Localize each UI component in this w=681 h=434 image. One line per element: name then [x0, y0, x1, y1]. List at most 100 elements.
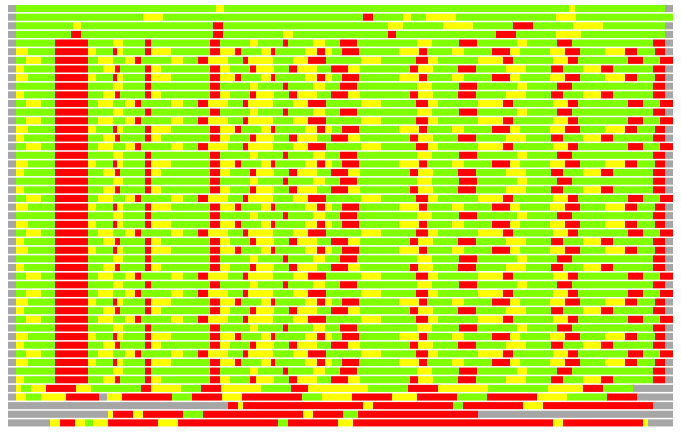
segment: [289, 376, 297, 384]
segment: [88, 229, 98, 237]
segment: [332, 246, 342, 254]
segment: [274, 134, 289, 142]
segment: [55, 272, 88, 280]
segment: [117, 160, 123, 168]
segment: [275, 246, 305, 254]
segment: [660, 117, 673, 125]
segment: [220, 255, 250, 263]
segment: [427, 48, 452, 56]
segment: [26, 289, 41, 297]
segment: [210, 220, 220, 228]
segment: [520, 298, 550, 306]
segment: [427, 74, 452, 82]
segment: [403, 22, 443, 30]
segment: [163, 13, 363, 21]
segment: [145, 134, 151, 142]
segment: [250, 177, 258, 185]
segment: [210, 298, 220, 306]
segment: [653, 281, 665, 289]
segment: [120, 186, 145, 194]
segment: [228, 289, 243, 297]
segment: [428, 272, 438, 280]
segment: [161, 376, 210, 384]
segment: [135, 99, 141, 108]
segment: [8, 350, 16, 358]
segment: [210, 246, 220, 254]
segment: [8, 48, 16, 56]
segment: [8, 281, 16, 289]
segment: [578, 289, 628, 297]
segment: [317, 333, 325, 341]
segment: [464, 298, 492, 306]
segment: [96, 48, 113, 56]
segment: [325, 48, 332, 56]
segment: [563, 169, 583, 177]
segment: [123, 367, 145, 375]
segment: [476, 341, 506, 349]
segment: [565, 160, 580, 168]
segment: [660, 315, 673, 323]
segment: [261, 246, 271, 254]
segment: [8, 186, 16, 194]
segment: [438, 350, 478, 358]
segment: [16, 30, 71, 38]
segment: [8, 238, 16, 246]
segment: [537, 393, 567, 401]
segment: [235, 160, 241, 168]
segment: [145, 212, 151, 220]
segment: [28, 358, 55, 367]
segment: [261, 220, 271, 228]
segment: [297, 263, 317, 272]
segment: [338, 419, 353, 427]
segment: [432, 367, 459, 375]
segment: [477, 324, 517, 332]
segment: [198, 117, 208, 125]
segment: [452, 125, 464, 133]
segment: [583, 341, 601, 349]
segment: [88, 56, 98, 64]
segment: [503, 229, 513, 237]
segment: [297, 134, 317, 142]
segment: [332, 74, 342, 82]
segment: [643, 289, 660, 297]
segment: [308, 384, 368, 392]
segment: [24, 238, 55, 246]
segment: [117, 220, 123, 228]
segment: [313, 151, 325, 159]
segment: [459, 281, 477, 289]
segment: [655, 203, 665, 211]
segment: [210, 333, 220, 341]
segment: [16, 160, 28, 168]
segment: [452, 160, 464, 168]
segment: [208, 56, 228, 64]
segment: [261, 298, 271, 306]
segment: [568, 143, 578, 151]
segment: [459, 39, 477, 47]
segment: [55, 289, 88, 297]
segment: [660, 350, 673, 358]
segment: [317, 74, 325, 82]
segment: [527, 212, 557, 220]
segment: [271, 333, 275, 341]
segment: [16, 177, 55, 185]
segment: [418, 263, 433, 272]
segment: [55, 376, 88, 384]
segment: [326, 350, 361, 358]
segment: [492, 203, 510, 211]
segment: [317, 203, 325, 211]
segment: [178, 419, 278, 427]
segment: [317, 134, 331, 142]
segment: [660, 99, 673, 108]
segment: [113, 99, 125, 108]
segment: [506, 169, 526, 177]
segment: [41, 229, 55, 237]
segment: [88, 186, 103, 194]
segment: [317, 186, 331, 194]
segment: [256, 376, 274, 384]
segment: [8, 160, 16, 168]
segment: [416, 350, 428, 358]
segment: [520, 333, 550, 341]
segment: [459, 82, 477, 90]
segment: [373, 13, 403, 21]
segment: [88, 143, 98, 151]
